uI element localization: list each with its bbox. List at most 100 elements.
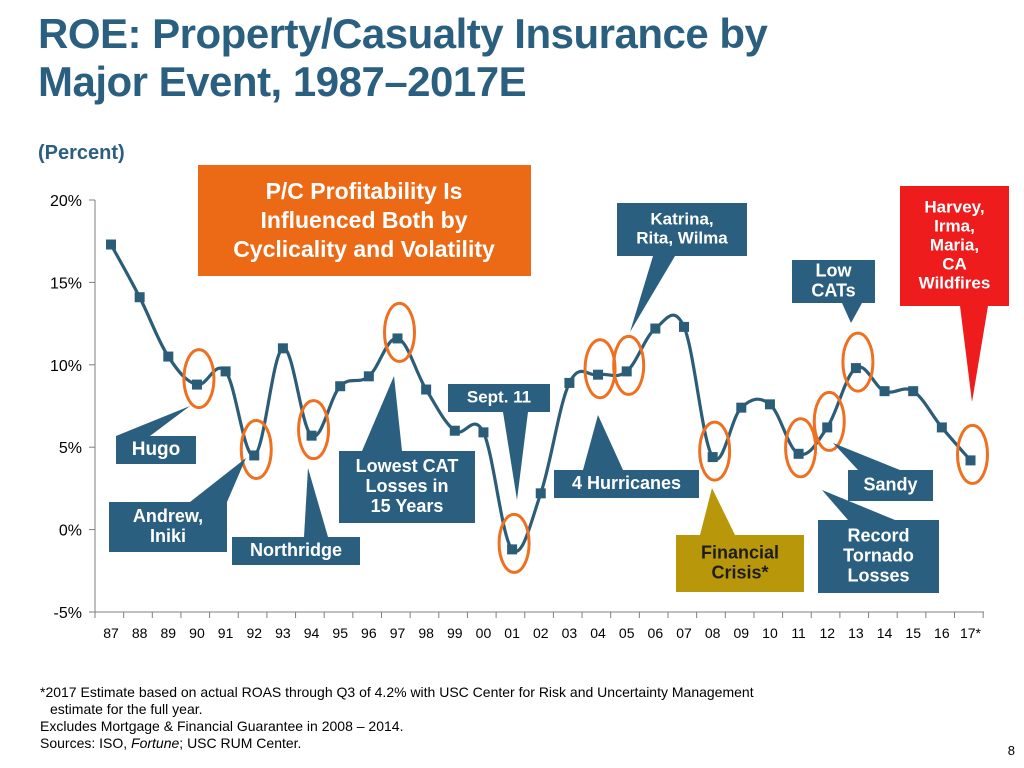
data-point-97 [392,333,403,344]
highlight-ring-11 [784,417,818,479]
headline-line: Cyclicality and Volatility [233,236,495,262]
callout-text-four-hurricanes: 4 Hurricanes [572,473,681,493]
data-point-11 [793,448,804,459]
chart-axes: 20% 15% 10% 5% 0% -5% 87 88 89 90 91 92 93 94 95 96 97 98… [50,193,984,641]
x-tick-label: 12 [819,625,835,641]
callout-text-harvey: Harvey, [924,197,984,216]
sources-prefix: Sources: ISO, [40,735,132,751]
data-point-93 [277,343,288,354]
x-tick-label: 16 [934,625,950,641]
footnotes: *2017 Estimate based on actual ROAS thro… [40,684,940,752]
data-point-87 [106,239,116,250]
callout-pointer-financial-crisis [700,488,735,535]
y-tick-label: 20% [50,193,82,210]
x-tick-label: 87 [103,625,119,641]
data-point-01 [507,544,518,555]
data-point-17 [965,455,976,466]
callout-box-record-tornado [818,520,939,593]
callout-text-harvey: Irma, [934,216,975,235]
x-tick-label: 98 [418,625,434,641]
callout-box-sept11 [448,384,550,412]
highlight-ring-12 [812,390,846,452]
callout-box-lowest-cat [339,451,475,523]
x-tick-label: 88 [132,625,148,641]
callout-text-lowest-cat: 15 Years [371,496,444,516]
headline-line: Influenced Both by [261,207,468,233]
x-tick-label: 03 [562,625,578,641]
x-tick-label: 13 [848,625,864,641]
callout-text-northridge: Northridge [250,540,342,560]
y-tick-label: -5% [54,605,82,622]
x-tick-label: 92 [246,625,262,641]
callout-box-harvey [900,186,1009,306]
x-tick-label: 97 [390,625,406,641]
data-point-96 [363,371,374,382]
callout-pointer-sandy [833,443,900,470]
x-tick-label: 00 [476,625,492,641]
headline-box [198,165,531,276]
headline-line: P/C Profitability Is [266,178,463,204]
data-point-00 [478,427,489,438]
callout-pointer-andrew [190,458,246,502]
highlight-ring-94 [297,399,331,461]
highlight-ring-04 [583,338,617,400]
callout-sept11: Sept. 11 [448,384,550,500]
callout-box-sandy [848,470,933,501]
data-point-03 [564,377,575,388]
data-point-94 [306,430,317,441]
sources-suffix: ; USC RUM Center. [179,735,302,751]
x-tick-label: 94 [304,625,320,641]
highlight-ring-17 [956,423,989,485]
callout-box-hugo [116,436,196,464]
highlight-ring-92 [239,418,273,480]
callout-text-harvey: Wildfires [919,273,991,292]
highlight-ring-97 [383,301,416,363]
data-point-12 [822,422,833,433]
callout-four-hurricanes: 4 Hurricanes [554,415,699,498]
footnote-estimate-line-1: *2017 Estimate based on actual ROAS thro… [40,684,754,700]
y-tick-label: 15% [50,275,82,292]
x-tick-label: 96 [361,625,377,641]
x-tick-label: 17* [960,625,982,641]
callout-andrew: Andrew,Iniki [109,458,246,552]
chart-callouts: P/C Profitability Is Influenced Both by Cy… [109,165,1009,593]
callout-text-andrew: Iniki [150,526,186,546]
data-point-07 [679,321,689,332]
callout-box-low-cats [792,260,875,303]
footnote-sources: Sources: ISO, Fortune; USC RUM Center. [40,735,940,752]
data-point-88 [134,292,145,303]
callout-katrina: Katrina,Rita, Wilma [617,203,747,332]
footnote-exclusions: Excludes Mortgage & Financial Guarantee … [40,718,404,734]
callout-box-katrina [617,203,747,256]
title-line-1: ROE: Property/Casualty Insurance by [38,10,768,57]
callout-pointer-record-tornado [822,490,895,520]
callout-text-lowest-cat: Lowest CAT [356,456,459,476]
data-point-95 [335,381,346,392]
x-tick-label: 07 [676,625,692,641]
callout-text-hugo: Hugo [132,439,181,460]
callout-box-northridge [232,537,360,565]
callout-sandy: Sandy [833,443,933,501]
callout-pointer-northridge [304,468,328,537]
data-point-04 [593,369,604,380]
x-tick-label: 11 [791,625,806,641]
title-line-2: Major Event, 1987–2017E [38,58,527,105]
page-number: 8 [1007,743,1015,758]
data-point-10 [764,399,775,410]
callout-pointer-sept11 [503,412,528,500]
highlight-ring-01 [497,512,531,574]
data-point-89 [163,351,174,362]
callout-text-harvey: CA [942,254,967,273]
callout-pointer-katrina [630,256,675,332]
callout-text-financial-crisis: Financial [701,542,779,562]
y-tick-label: 5% [59,440,82,457]
highlight-ring-13 [841,331,875,393]
data-point-06 [650,323,661,334]
callout-text-low-cats: Low [816,260,853,280]
x-tick-label: 93 [275,625,291,641]
x-tick-label: 04 [590,625,606,641]
